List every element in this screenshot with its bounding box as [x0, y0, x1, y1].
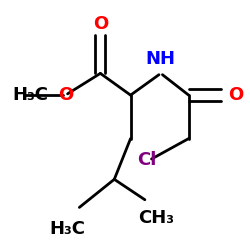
Text: O: O	[58, 86, 73, 104]
Text: H₃C: H₃C	[50, 220, 86, 238]
Text: O: O	[228, 86, 244, 104]
Text: H₃C: H₃C	[12, 86, 48, 104]
Text: O: O	[93, 15, 108, 33]
Text: Cl: Cl	[137, 151, 156, 169]
Text: CH₃: CH₃	[138, 209, 174, 227]
Text: NH: NH	[146, 50, 176, 68]
